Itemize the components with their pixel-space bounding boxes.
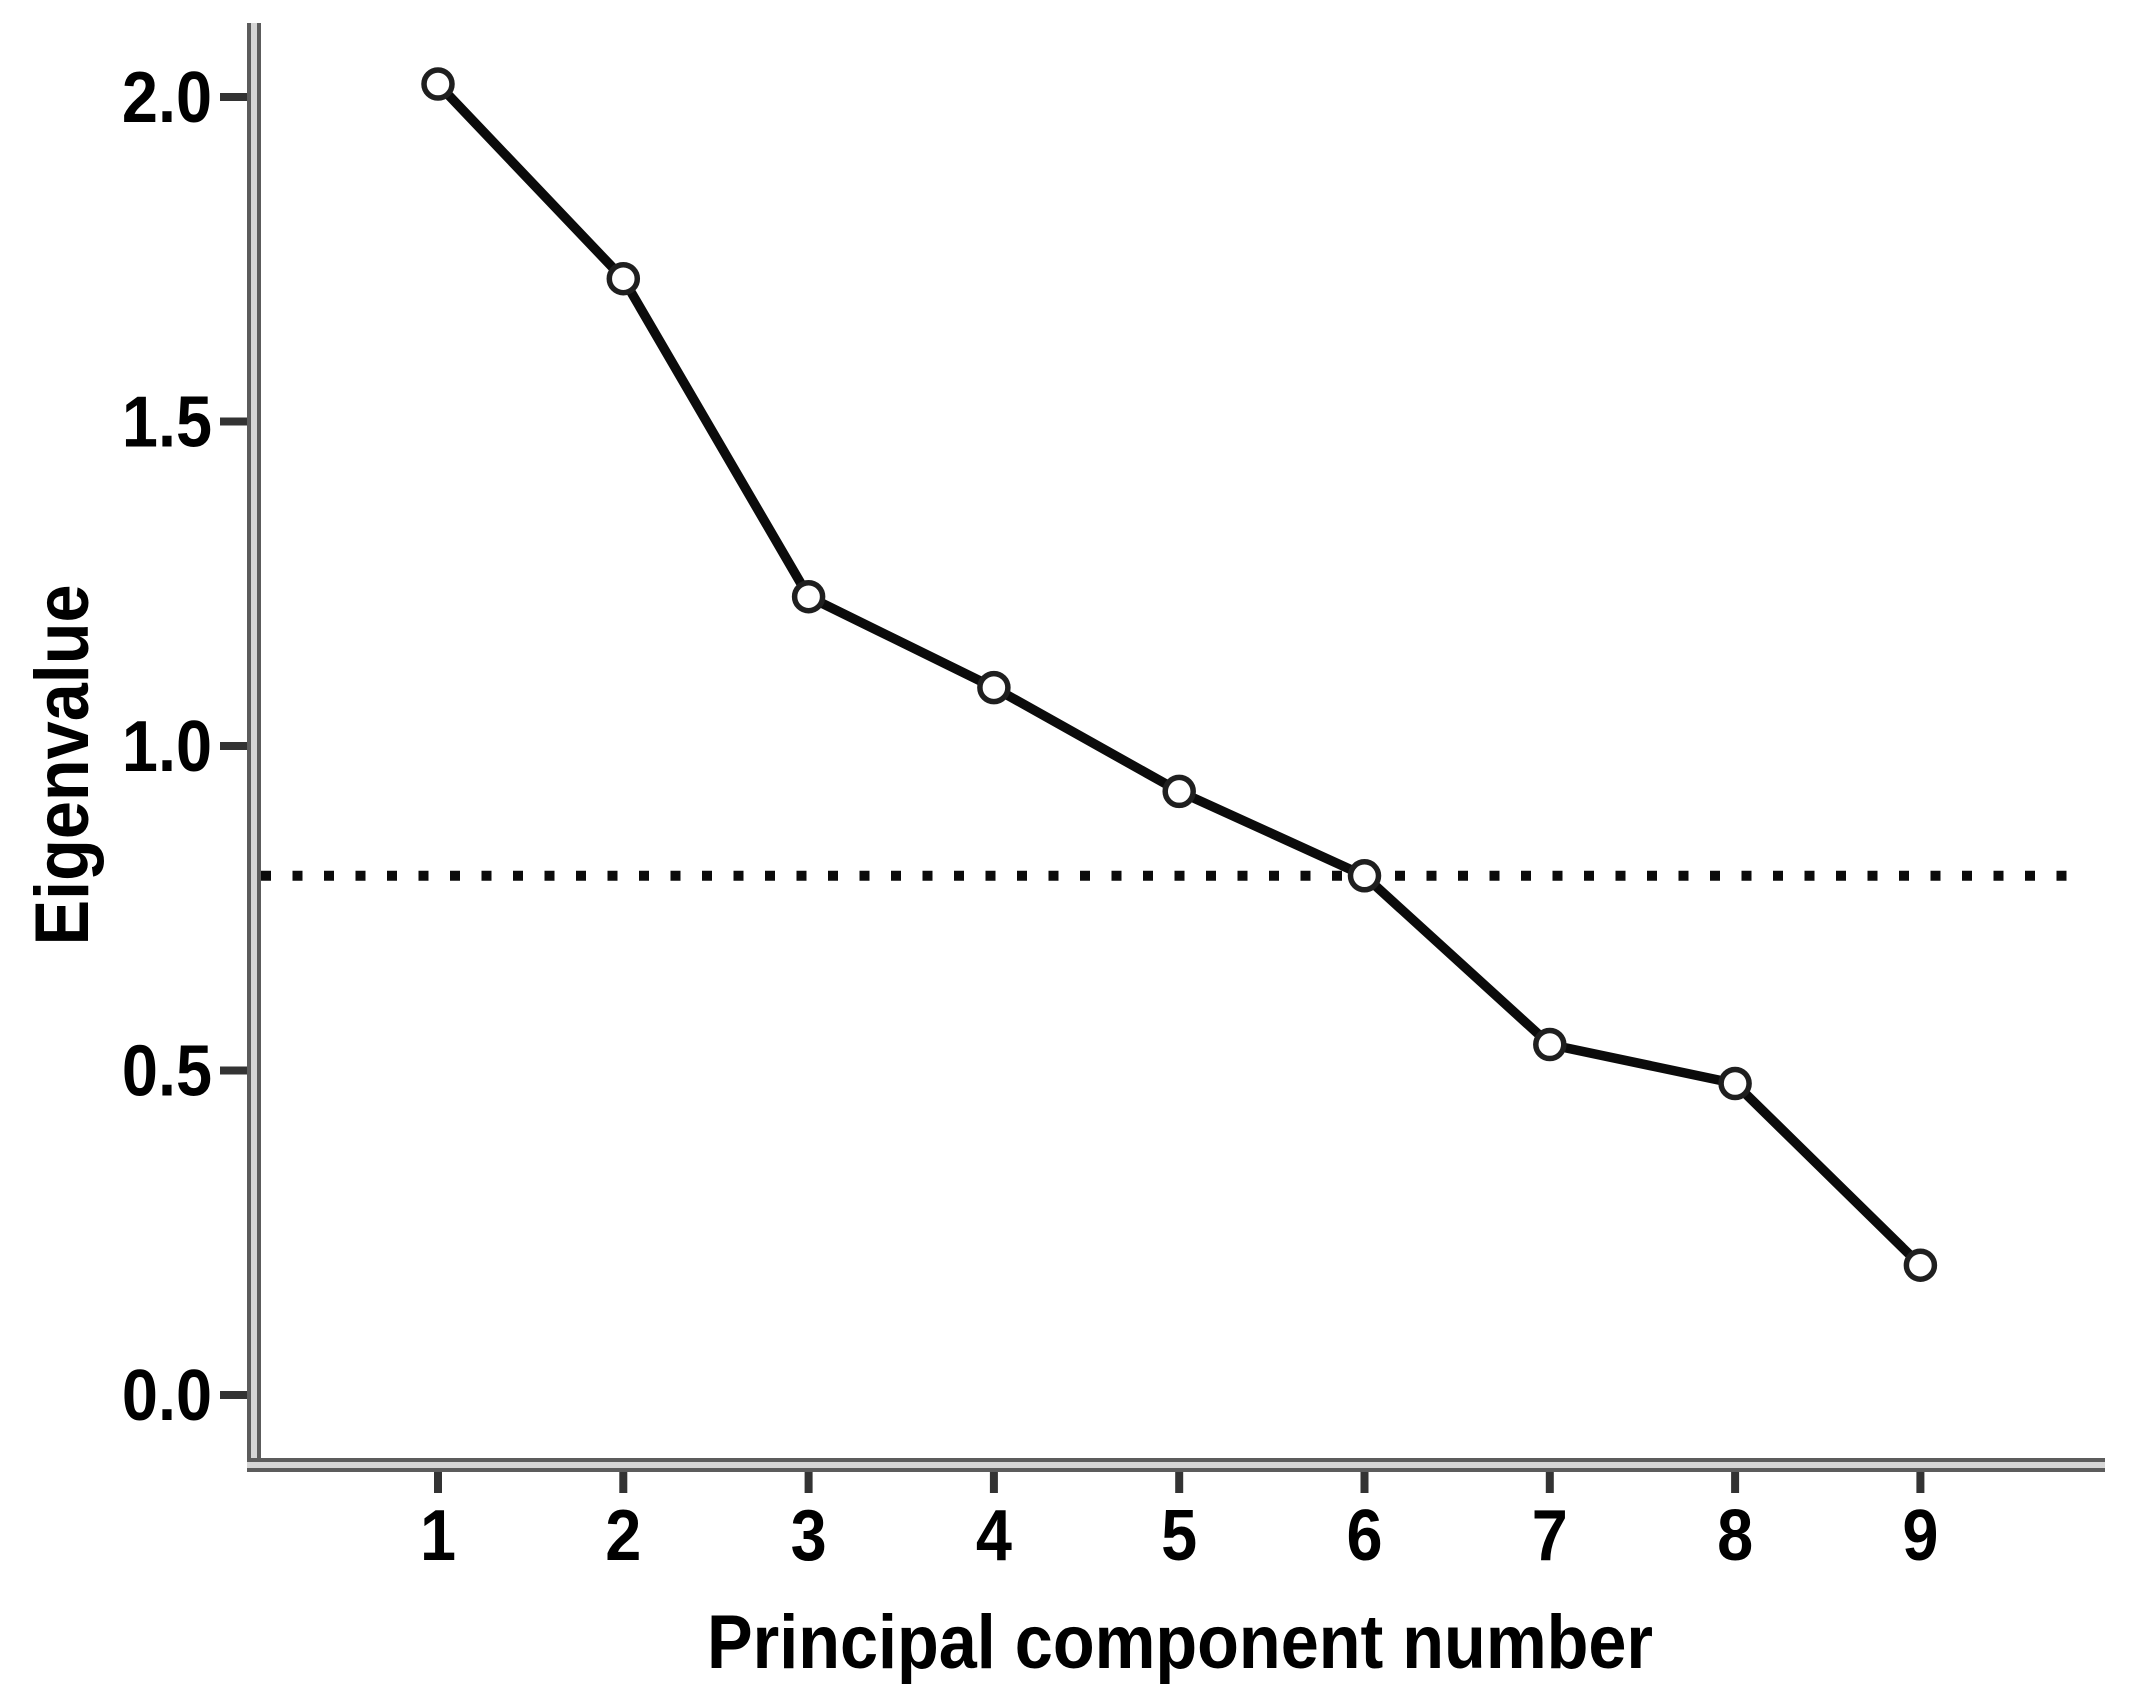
x-tick-label: 3: [791, 1495, 827, 1576]
x-tick-label: 1: [420, 1495, 456, 1576]
x-tick-label: 5: [1161, 1495, 1197, 1576]
x-tick: [1731, 1472, 1740, 1493]
y-tick-label: 1.0: [122, 706, 212, 787]
data-point-9: [1903, 1248, 1938, 1282]
data-point-3: [791, 579, 826, 614]
y-tick-label: 0.0: [122, 1355, 212, 1436]
x-tick: [804, 1472, 813, 1493]
data-point-1: [421, 67, 455, 101]
data-line: [433, 79, 1926, 1270]
y-tick-label: 1.5: [122, 381, 212, 462]
data-point-2: [606, 261, 641, 296]
x-tick-label: 9: [1902, 1495, 1938, 1576]
y-tick: [220, 93, 247, 101]
y-axis-line-core: [251, 23, 257, 1472]
x-tick-label: 4: [976, 1495, 1012, 1576]
x-tick: [1360, 1472, 1369, 1493]
data-point-7: [1533, 1027, 1567, 1062]
x-tick: [1175, 1472, 1184, 1493]
y-tick-label: 2.0: [122, 57, 212, 138]
ticks-layer: 0.0 0.5 1.0 1.5 2.0 1 2 3 4 5 6 7 8 9: [122, 57, 1938, 1576]
y-axis-line: [247, 23, 251, 1472]
x-tick-label: 7: [1532, 1495, 1568, 1576]
data-point-6: [1347, 859, 1382, 893]
y-tick: [220, 1391, 247, 1399]
x-tick: [434, 1472, 442, 1493]
y-tick-label: 0.5: [122, 1030, 212, 1111]
data-point-4: [977, 670, 1011, 705]
y-tick: [220, 1066, 247, 1075]
x-axis-line-core: [247, 1462, 2105, 1468]
x-tick-label: 6: [1346, 1495, 1382, 1576]
x-axis-line: [247, 1468, 2105, 1472]
x-tick-label: 2: [605, 1495, 641, 1576]
x-tick: [1545, 1472, 1554, 1493]
x-tick-label: 8: [1717, 1495, 1753, 1576]
x-axis-title: Principal component number: [707, 1601, 1653, 1685]
data-series-layer: [421, 67, 1938, 1282]
y-axis-line: [257, 23, 261, 1472]
y-axis-title: Eigenvalue: [21, 584, 105, 945]
axis-titles-layer: Eigenvalue Principal component number: [21, 584, 1653, 1684]
y-tick: [220, 742, 247, 750]
x-tick: [989, 1472, 998, 1493]
x-axis-line: [247, 1458, 2105, 1462]
y-tick: [220, 417, 247, 426]
axes-layer: [247, 23, 2105, 1472]
x-tick: [619, 1472, 628, 1493]
x-tick: [1916, 1472, 1925, 1493]
data-point-8: [1718, 1066, 1752, 1101]
data-point-5: [1162, 774, 1196, 809]
